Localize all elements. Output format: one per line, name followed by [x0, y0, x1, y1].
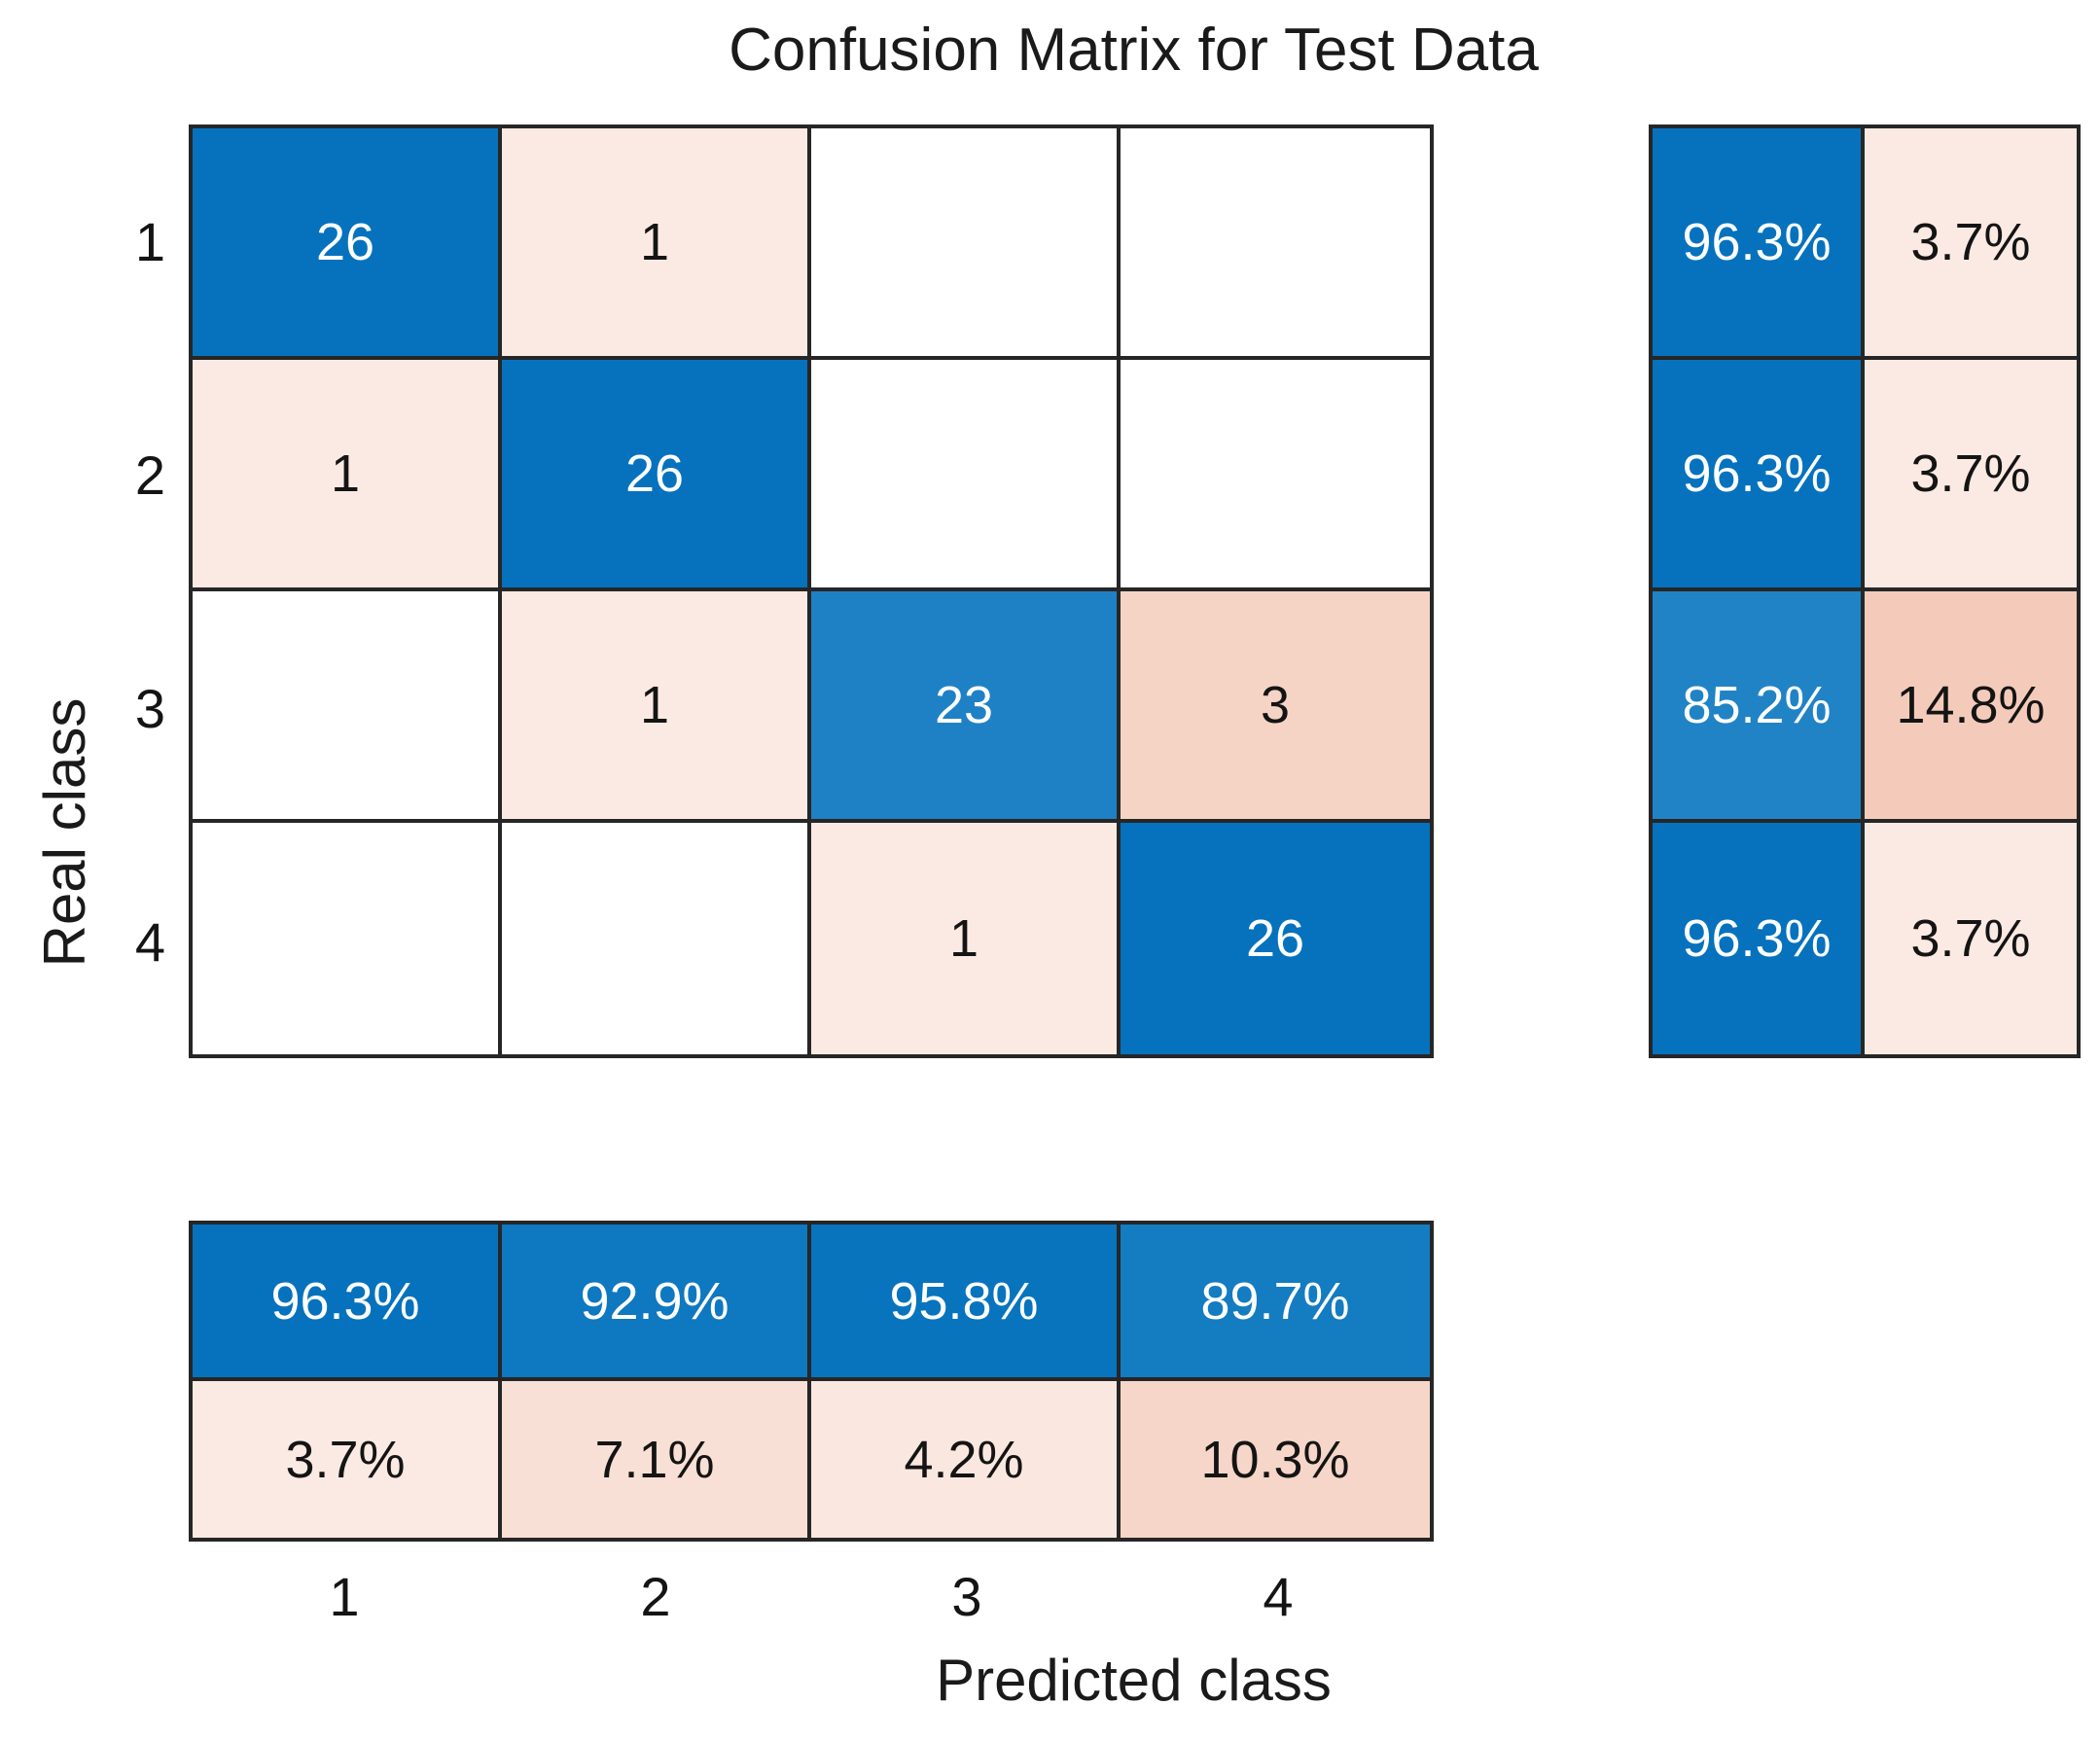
y-axis-tick-labels: 1 2 3 4: [58, 124, 165, 1058]
row-summary-cell: 3.7%: [1865, 360, 2077, 591]
y-axis-label: Real class: [32, 697, 97, 968]
confusion-matrix-grid: 26 1 1 26 1 23 3 1 26: [189, 124, 1434, 1058]
row-summary-cell: 3.7%: [1865, 128, 2077, 360]
column-summary-cell: 95.8%: [811, 1225, 1121, 1381]
matrix-cell: 1: [502, 128, 811, 360]
row-summary-cell: 96.3%: [1653, 128, 1865, 360]
y-tick-4: 4: [134, 910, 165, 973]
x-axis-tick-labels: 1 2 3 4: [189, 1562, 1434, 1630]
row-summary-cell: 96.3%: [1653, 360, 1865, 591]
y-tick-1: 1: [134, 210, 165, 272]
chart-title: Confusion Matrix for Test Data: [729, 17, 1539, 84]
matrix-cell: [1121, 128, 1430, 360]
matrix-cell: 3: [1121, 591, 1430, 823]
column-summary-cell: 96.3%: [193, 1225, 502, 1381]
column-summary-cell: 4.2%: [811, 1381, 1121, 1538]
y-tick-3: 3: [134, 677, 165, 739]
matrix-cell: [193, 591, 502, 823]
column-summary-cell: 92.9%: [502, 1225, 811, 1381]
matrix-cell: [811, 128, 1121, 360]
matrix-cell: [193, 823, 502, 1054]
column-summary-grid: 96.3% 92.9% 95.8% 89.7% 3.7% 7.1% 4.2% 10.3%: [189, 1221, 1434, 1542]
column-summary-cell: 89.7%: [1121, 1225, 1430, 1381]
column-summary-cell: 10.3%: [1121, 1381, 1430, 1538]
row-summary-grid: 96.3% 3.7% 96.3% 3.7% 85.2% 14.8% 96.3% 3.7%: [1649, 124, 2081, 1058]
row-summary-cell: 85.2%: [1653, 591, 1865, 823]
matrix-cell: 23: [811, 591, 1121, 823]
x-tick-4: 4: [1263, 1565, 1294, 1627]
row-summary-cell: 3.7%: [1865, 823, 2077, 1054]
column-summary-cell: 7.1%: [502, 1381, 811, 1538]
matrix-cell: [1121, 360, 1430, 591]
x-tick-2: 2: [640, 1565, 671, 1627]
column-summary-cell: 3.7%: [193, 1381, 502, 1538]
matrix-cell: 26: [193, 128, 502, 360]
matrix-cell: 1: [811, 823, 1121, 1054]
matrix-cell: 26: [1121, 823, 1430, 1054]
matrix-cell: 26: [502, 360, 811, 591]
x-tick-1: 1: [329, 1565, 360, 1627]
matrix-cell: [502, 823, 811, 1054]
matrix-cell: 1: [502, 591, 811, 823]
row-summary-cell: 14.8%: [1865, 591, 2077, 823]
x-tick-3: 3: [951, 1565, 982, 1627]
x-axis-label: Predicted class: [936, 1648, 1332, 1713]
y-tick-2: 2: [134, 444, 165, 506]
matrix-cell: [811, 360, 1121, 591]
matrix-cell: 1: [193, 360, 502, 591]
row-summary-cell: 96.3%: [1653, 823, 1865, 1054]
